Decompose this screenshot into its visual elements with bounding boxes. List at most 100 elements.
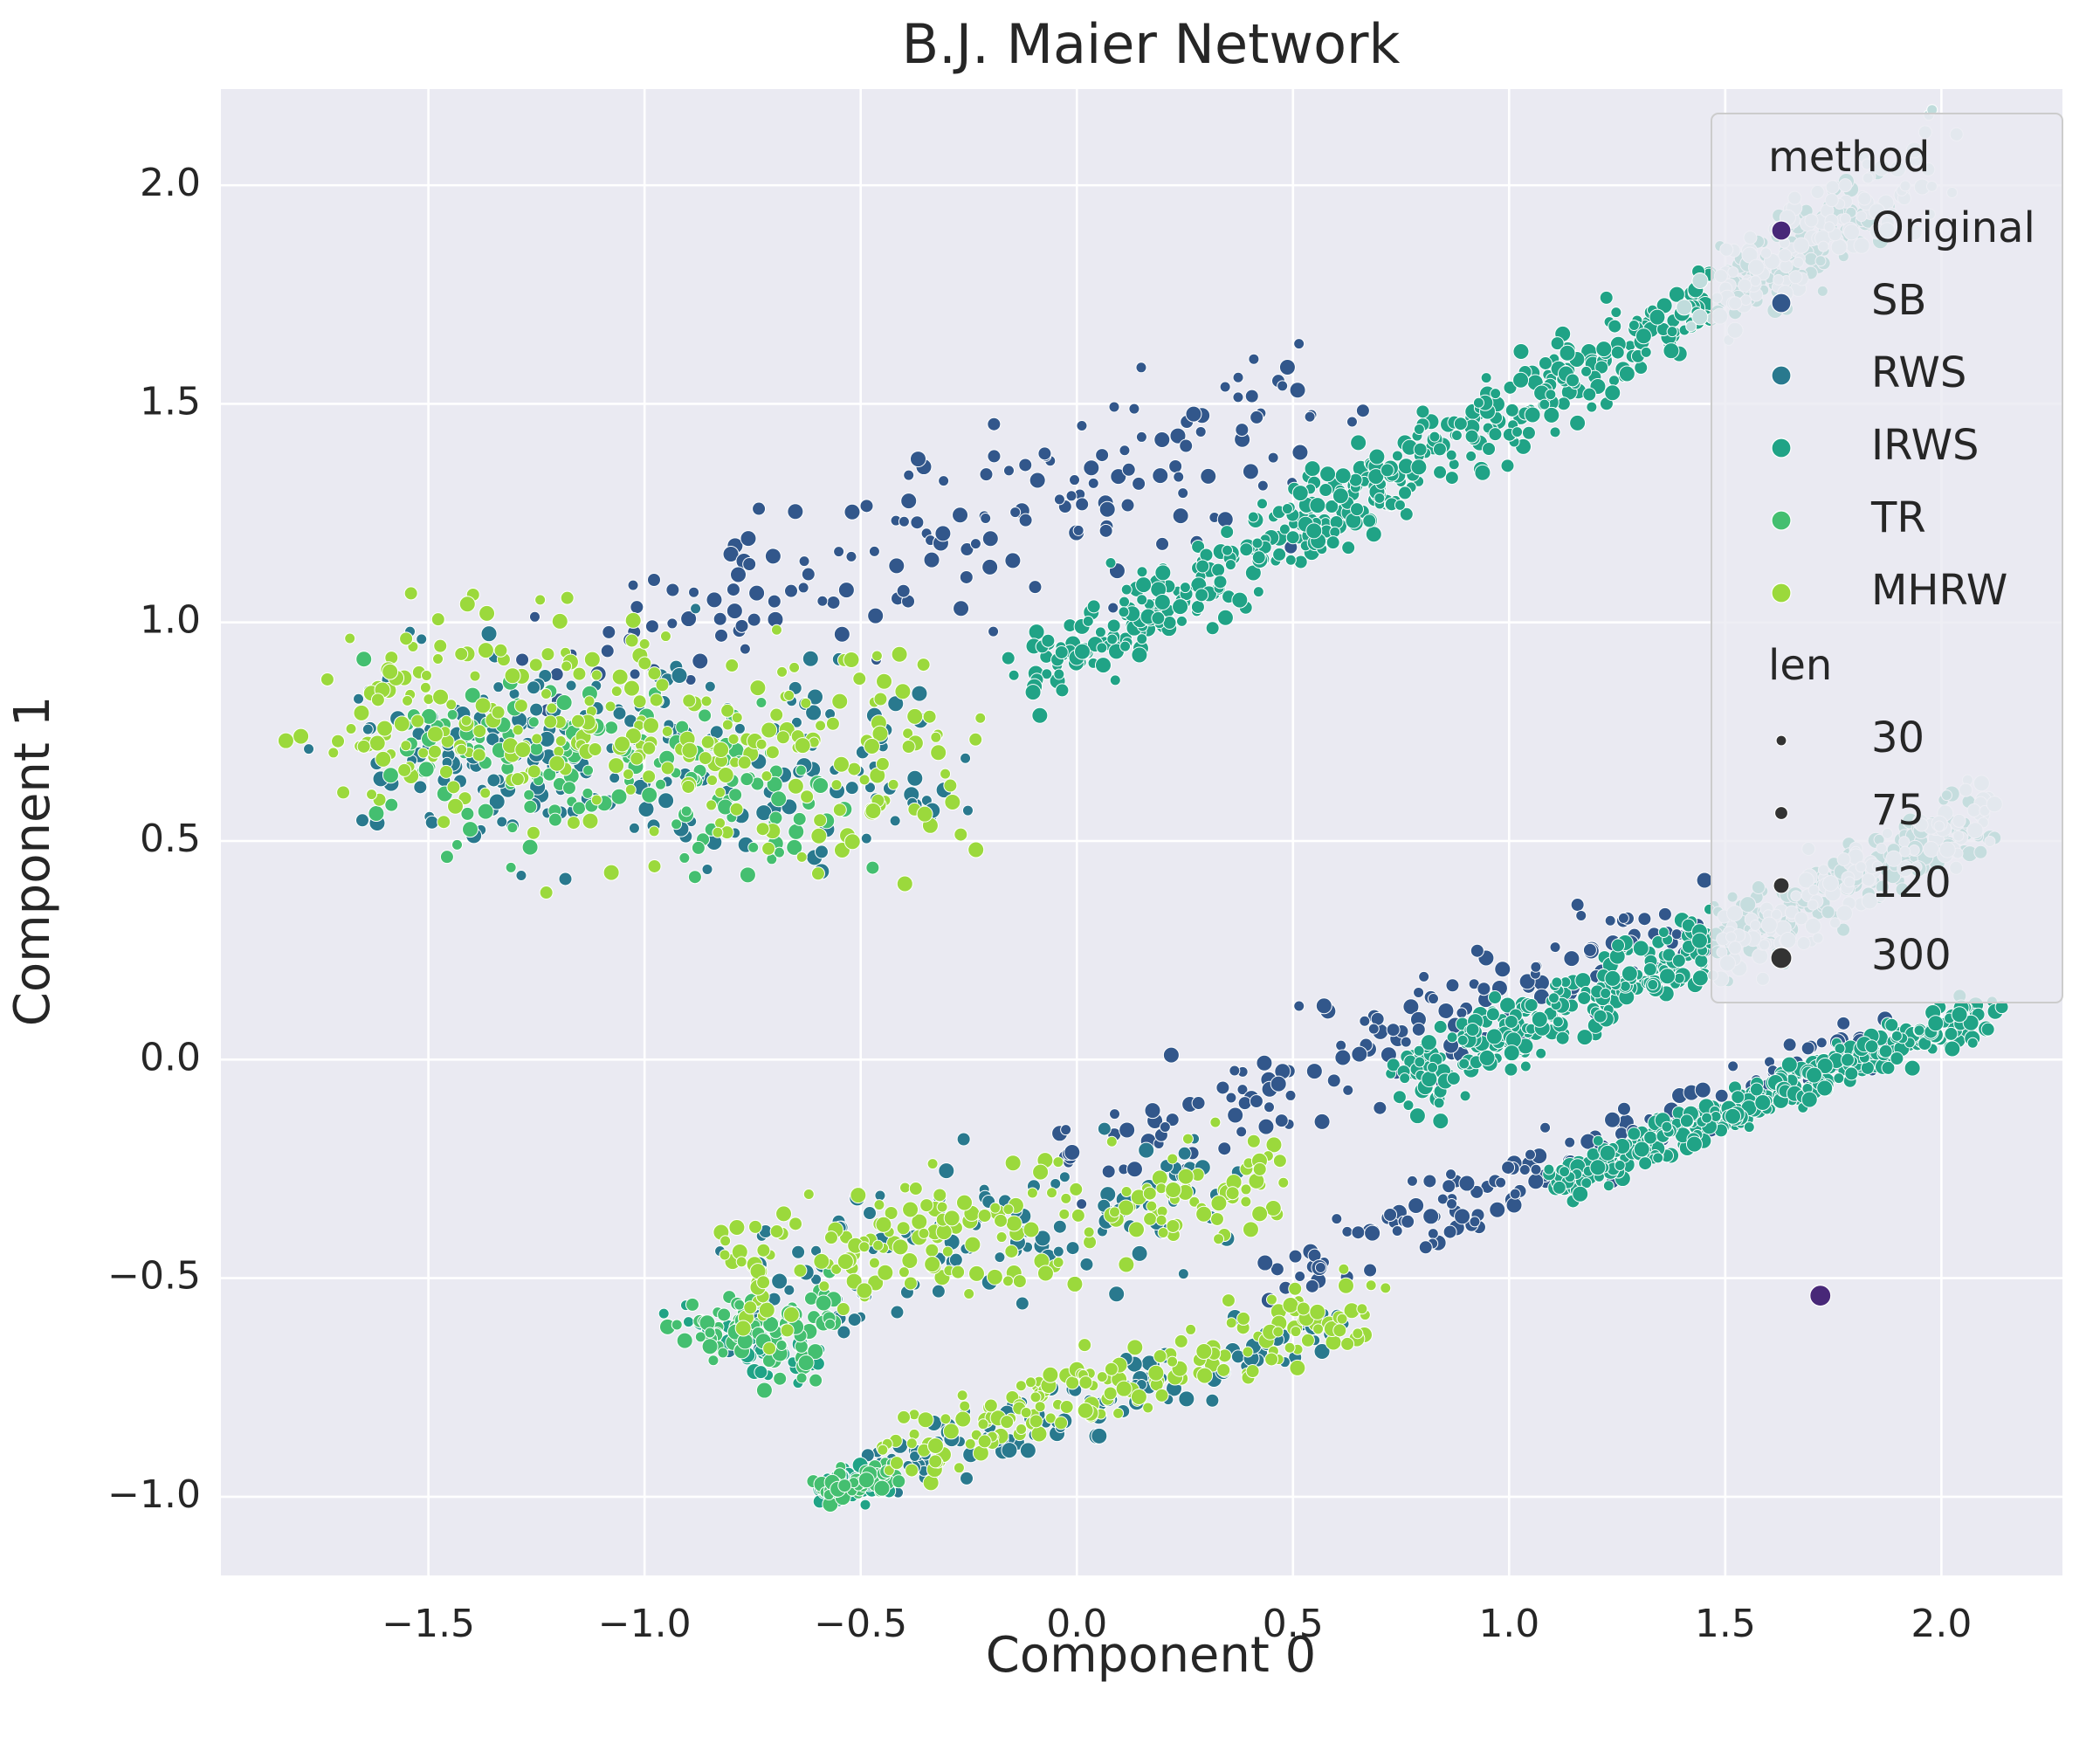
point-mhrw xyxy=(922,709,937,724)
point-mhrw xyxy=(477,642,494,659)
point-mhrw xyxy=(902,727,914,740)
point-mhrw xyxy=(761,770,773,782)
point-rws xyxy=(492,681,505,693)
point-sb xyxy=(1305,1279,1319,1293)
point-tr xyxy=(610,788,628,805)
point-mhrw xyxy=(1058,1208,1071,1220)
point-rws xyxy=(486,773,501,788)
point-tr xyxy=(462,821,479,838)
point-sb xyxy=(1029,472,1046,489)
point-irws xyxy=(1024,684,1042,701)
point-sb xyxy=(826,595,841,610)
point-irws xyxy=(1725,1107,1742,1125)
point-irws xyxy=(1414,1056,1426,1068)
point-irws xyxy=(1472,396,1484,409)
point-sb xyxy=(742,556,757,571)
point-irws xyxy=(1120,583,1133,596)
point-sb xyxy=(1436,1193,1449,1205)
point-mhrw xyxy=(510,772,525,787)
point-irws xyxy=(1399,507,1414,521)
point-mhrw xyxy=(1352,1327,1364,1340)
point-mhrw xyxy=(1052,1156,1064,1168)
point-rws xyxy=(938,1162,955,1180)
point-mhrw xyxy=(1380,1282,1392,1294)
point-sb xyxy=(867,607,885,624)
point-sb xyxy=(1418,970,1430,982)
point-mhrw xyxy=(1020,1407,1032,1419)
point-rws xyxy=(701,863,713,875)
point-sb xyxy=(1135,362,1147,374)
point-mhrw xyxy=(655,678,670,693)
point-mhrw xyxy=(331,734,346,748)
point-sb xyxy=(1696,872,1713,889)
point-mhrw xyxy=(370,693,385,707)
point-mhrw xyxy=(1265,1293,1277,1306)
point-irws xyxy=(1334,467,1352,485)
point-sb xyxy=(764,548,781,565)
point-tr xyxy=(770,790,788,808)
point-tr xyxy=(641,786,658,803)
point-irws xyxy=(1118,606,1130,618)
point-mhrw xyxy=(514,741,532,759)
point-mhrw xyxy=(967,841,985,858)
point-irws xyxy=(1305,522,1323,540)
point-irws xyxy=(1504,403,1519,417)
point-irws xyxy=(1251,537,1263,549)
point-rws xyxy=(1177,1146,1192,1161)
point-mhrw xyxy=(833,755,850,773)
point-irws xyxy=(1844,1066,1859,1081)
point-sb xyxy=(845,550,857,562)
point-mhrw xyxy=(458,596,476,613)
point-mhrw xyxy=(1120,1185,1133,1197)
point-irws xyxy=(1966,1037,1979,1049)
point-irws xyxy=(1586,401,1598,413)
point-sb xyxy=(938,475,950,487)
point-sb xyxy=(1305,1063,1323,1080)
point-mhrw xyxy=(1112,1407,1125,1419)
point-irws xyxy=(1444,471,1459,486)
point-irws xyxy=(1878,1044,1893,1058)
point-sb xyxy=(1064,1144,1081,1161)
point-irws xyxy=(1569,414,1587,431)
point-irws xyxy=(1668,286,1685,303)
point-mhrw xyxy=(1185,1323,1197,1335)
point-rws xyxy=(860,832,872,844)
point-rws xyxy=(960,752,972,764)
point-sb xyxy=(903,469,915,481)
point-irws xyxy=(1927,1015,1945,1032)
point-sb xyxy=(1470,1184,1484,1199)
point-mhrw xyxy=(419,681,431,693)
point-mhrw xyxy=(1264,1352,1279,1367)
point-sb xyxy=(730,566,747,583)
point-mhrw xyxy=(604,700,616,713)
point-irws xyxy=(1816,1058,1834,1075)
point-sb xyxy=(630,600,644,615)
point-sb xyxy=(515,652,530,667)
point-sb xyxy=(1334,1049,1352,1066)
point-sb xyxy=(1386,1023,1401,1037)
point-sb xyxy=(1110,468,1127,486)
point-mhrw xyxy=(868,1257,880,1269)
point-mhrw xyxy=(638,638,651,650)
point-mhrw xyxy=(1030,1425,1048,1443)
point-mhrw xyxy=(1052,1257,1064,1269)
point-mhrw xyxy=(493,643,508,658)
point-irws xyxy=(1524,406,1541,424)
point-rws xyxy=(1052,1245,1064,1258)
point-mhrw xyxy=(336,785,351,800)
point-irws xyxy=(1679,1113,1694,1128)
point-mhrw xyxy=(871,650,883,662)
point-mhrw xyxy=(729,802,744,817)
point-mhrw xyxy=(1130,1388,1147,1405)
point-irws xyxy=(1341,541,1356,555)
point-sb xyxy=(1363,1263,1378,1278)
point-sb xyxy=(1617,912,1629,924)
point-mhrw xyxy=(906,707,924,725)
point-sb xyxy=(1152,467,1169,485)
point-mhrw xyxy=(896,1221,911,1236)
x-tick-label: 0.0 xyxy=(1046,1602,1107,1646)
point-sb xyxy=(898,515,910,527)
point-sb xyxy=(1132,476,1146,491)
point-sb xyxy=(952,507,969,524)
point-sb xyxy=(1200,467,1217,485)
